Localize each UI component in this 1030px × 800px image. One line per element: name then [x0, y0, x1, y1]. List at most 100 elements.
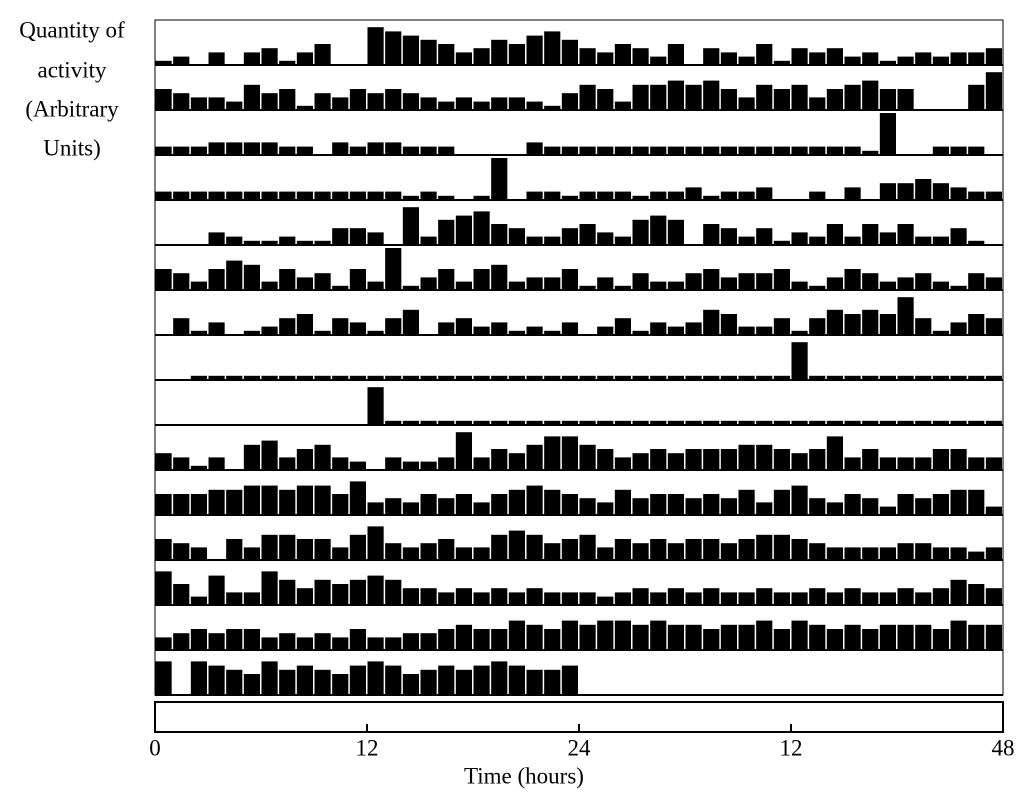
activity-bar: [667, 219, 684, 245]
activity-bar: [279, 89, 296, 110]
activity-bar: [190, 97, 207, 110]
activity-bar: [897, 420, 914, 425]
activity-bar: [544, 31, 561, 65]
activity-bar: [826, 629, 843, 650]
activity-bar: [632, 48, 649, 65]
activity-bar: [579, 224, 596, 245]
activity-bar: [349, 191, 366, 200]
activity-bar: [950, 547, 967, 560]
activity-bar: [526, 142, 543, 155]
activity-bar: [826, 48, 843, 65]
activity-bar: [685, 273, 702, 290]
activity-bar: [261, 48, 278, 65]
activity-bar: [720, 375, 737, 380]
activity-bar: [826, 502, 843, 515]
activity-bar: [473, 101, 490, 110]
activity-bar: [561, 436, 578, 470]
activity-bar: [243, 629, 260, 650]
activity-bar: [208, 191, 225, 200]
activity-bar: [455, 281, 472, 290]
activity-bar: [296, 665, 313, 695]
activity-bar: [985, 318, 1002, 335]
activity-bar: [526, 375, 543, 380]
activity-bar: [879, 506, 896, 515]
activity-bar: [879, 457, 896, 470]
activity-bar: [597, 277, 614, 290]
activity-bar: [508, 620, 525, 650]
activity-bar: [332, 637, 349, 650]
activity-bar: [544, 236, 561, 245]
activity-bar: [455, 624, 472, 650]
activity-bar: [332, 142, 349, 155]
activity-bar: [261, 661, 278, 695]
activity-bar: [314, 375, 331, 380]
activity-bar: [296, 588, 313, 605]
activity-bar: [632, 195, 649, 200]
activity-bar: [385, 665, 402, 695]
activity-bar: [173, 191, 190, 200]
activity-bar: [385, 89, 402, 110]
activity-bar: [597, 375, 614, 380]
activity-bar: [720, 449, 737, 470]
activity-bar: [950, 375, 967, 380]
activity-bar: [561, 592, 578, 605]
activity-bar: [756, 273, 773, 290]
activity-bar: [367, 637, 384, 650]
activity-bar: [544, 543, 561, 560]
activity-bar: [438, 219, 455, 245]
activity-bar: [862, 224, 879, 245]
activity-bar: [243, 444, 260, 470]
activity-bar: [791, 453, 808, 470]
activity-bar: [243, 191, 260, 200]
activity-bar: [809, 146, 826, 155]
activity-bar: [720, 420, 737, 425]
activity-bar: [332, 228, 349, 245]
activity-bar: [632, 146, 649, 155]
x-axis-label: Time (hours): [464, 763, 584, 788]
activity-bar: [367, 330, 384, 335]
activity-bar: [614, 44, 631, 65]
activity-bar: [915, 624, 932, 650]
activity-bar: [243, 264, 260, 290]
activity-bar: [809, 236, 826, 245]
activity-bar: [438, 101, 455, 110]
activity-bar: [296, 637, 313, 650]
activity-bar: [296, 277, 313, 290]
activity-bar: [614, 146, 631, 155]
activity-bar: [685, 449, 702, 470]
activity-bar: [862, 150, 879, 155]
activity-bar: [190, 661, 207, 695]
activity-bar: [261, 142, 278, 155]
activity-bar: [544, 592, 561, 605]
row-frame: [154, 334, 1004, 381]
activity-bar: [791, 146, 808, 155]
activity-bar: [155, 571, 172, 605]
activity-bar: [561, 322, 578, 335]
activity-bar: [190, 596, 207, 605]
activity-bar: [667, 191, 684, 200]
activity-bar: [932, 236, 949, 245]
activity-bar: [349, 375, 366, 380]
activity-bar: [703, 309, 720, 335]
activity-bar: [402, 93, 419, 110]
activity-bar: [968, 240, 985, 245]
activity-bar: [367, 142, 384, 155]
activity-bar: [897, 183, 914, 200]
activity-bar: [455, 588, 472, 605]
activity-bar: [844, 187, 861, 200]
activity-bar: [844, 624, 861, 650]
activity-bar: [332, 547, 349, 560]
activity-bar: [332, 674, 349, 695]
activity-bar: [985, 48, 1002, 65]
activity-bar: [915, 273, 932, 290]
activity-bar: [314, 539, 331, 560]
activity-bar: [155, 637, 172, 650]
activity-bar: [809, 543, 826, 560]
activity-bar: [950, 489, 967, 515]
activity-bar: [491, 39, 508, 65]
activity-bar: [950, 420, 967, 425]
activity-bar: [685, 84, 702, 110]
activity-bar: [756, 228, 773, 245]
activity-bar: [243, 142, 260, 155]
